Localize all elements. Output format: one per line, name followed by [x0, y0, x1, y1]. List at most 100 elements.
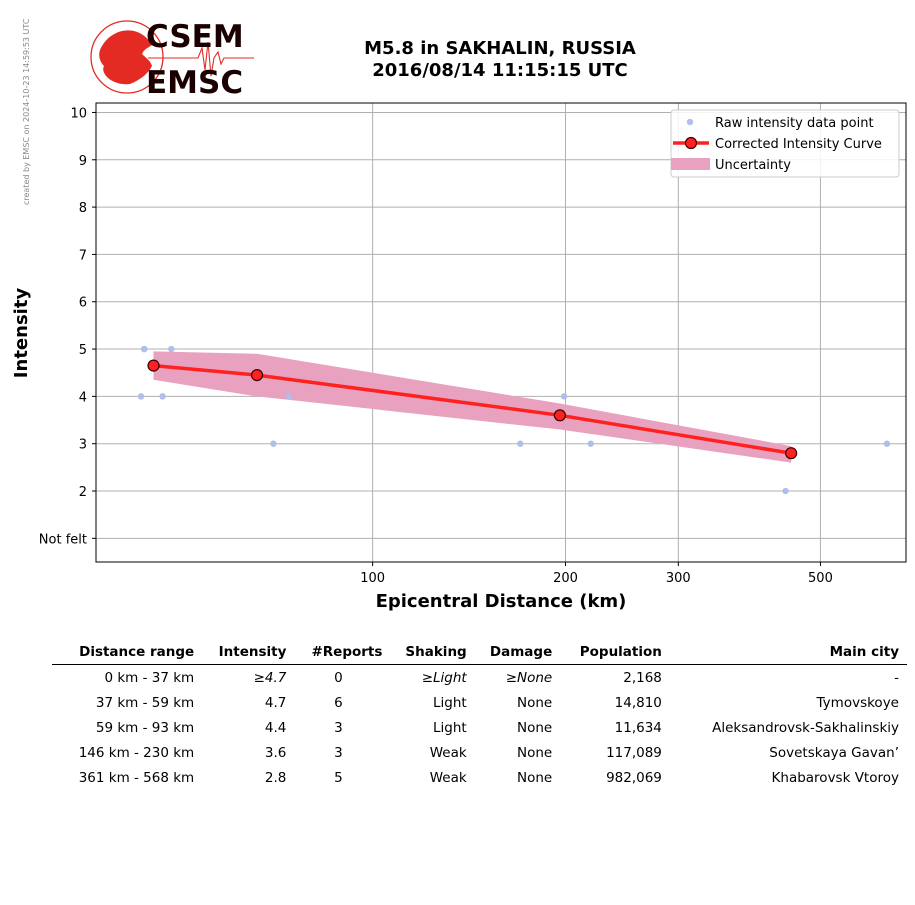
logo-text-csem: CSEM [146, 19, 244, 55]
cell-shaking: Weak [429, 744, 467, 761]
y-tick-label: 2 [79, 485, 87, 500]
cell-shaking: Weak [429, 769, 467, 786]
y-tick-label: 7 [79, 248, 87, 263]
cell-population: 14,810 [614, 694, 662, 711]
cell-main-city: Sovetskaya Gavan’ [769, 744, 899, 761]
raw-data-point [285, 393, 293, 400]
cell-main-city: Khabarovsk Vtoroy [771, 769, 899, 786]
legend: Raw intensity data point Corrected Inten… [670, 109, 900, 178]
plot-frame [95, 102, 907, 563]
title-line-date: 2016/08/14 11:15:15 UTC [372, 60, 628, 81]
cell-distance-range: 146 km - 230 km [78, 744, 195, 761]
y-tick-label: Not felt [39, 532, 87, 547]
raw-data-point [782, 487, 789, 495]
x-tick-label: 100 [360, 571, 385, 586]
title-line-event: M5.8 in SAKHALIN, RUSSIA [364, 38, 636, 59]
cell-population: 117,089 [606, 744, 662, 761]
y-tick-label: 9 [79, 154, 87, 169]
y-tick-label: 6 [79, 296, 87, 311]
table-row: 361 km - 568 km 2.8 5 Weak None 982,069 Khabar… [52, 765, 907, 790]
cell-shaking: Light [433, 694, 467, 711]
cell-reports: 6 [334, 694, 343, 711]
raw-points-layer [137, 345, 891, 495]
logo-text-emsc: EMSC [146, 65, 243, 98]
cell-intensity: 2.8 [264, 769, 287, 786]
cell-damage: ≥None [505, 669, 553, 686]
corrected-intensity-point [147, 359, 160, 372]
corrected-intensity-point [785, 447, 798, 460]
grid-lines [96, 103, 906, 562]
header-shaking: Shaking [390, 640, 475, 665]
cell-intensity: 3.6 [264, 744, 287, 761]
raw-data-point [159, 393, 166, 400]
y-axis-label: Intensity [11, 288, 32, 379]
legend-raw-marker [686, 118, 694, 126]
cell-shaking: Light [433, 719, 467, 736]
logo-globe-land [99, 30, 152, 85]
cell-damage: None [517, 694, 553, 711]
chart-title: M5.8 in SAKHALIN, RUSSIA 2016/08/14 11:1… [250, 38, 750, 82]
cell-intensity: 4.7 [264, 694, 287, 711]
cell-reports: 3 [334, 719, 343, 736]
legend-raw-label: Raw intensity data point [715, 116, 874, 131]
table-row: 37 km - 59 km 4.7 6 Light None 14,810 Tymovsko… [52, 690, 907, 715]
uncertainty-band [153, 351, 792, 463]
raw-data-point [168, 345, 175, 353]
cell-distance-range: 37 km - 59 km [95, 694, 195, 711]
raw-data-point [270, 440, 277, 447]
corrected-intensity-line [153, 363, 792, 455]
cell-reports: 0 [334, 669, 343, 686]
table-header-row: Distance range Intensity #Reports Shaking Da… [52, 640, 907, 665]
cell-reports: 3 [334, 744, 343, 761]
table-row: 59 km - 93 km 4.4 3 Light None 11,634 Aleksand… [52, 715, 907, 740]
table-row: 146 km - 230 km 3.6 3 Weak None 117,089 Sovets… [52, 740, 907, 765]
cell-distance-range: 59 km - 93 km [95, 719, 195, 736]
raw-data-point [560, 393, 568, 400]
header-main-city: Main city [669, 640, 907, 665]
y-tick-label: 5 [79, 343, 87, 358]
header-population: Population [560, 640, 670, 665]
cell-reports: 5 [334, 769, 343, 786]
uncertainty-band-layer [153, 351, 792, 463]
raw-data-point [137, 393, 145, 400]
legend-band-label: Uncertainty [715, 158, 791, 173]
cell-main-city: - [894, 669, 899, 686]
cell-population: 2,168 [623, 669, 662, 686]
cell-shaking: ≥Light [421, 669, 467, 686]
cell-damage: None [517, 719, 553, 736]
y-tick-label: 4 [79, 390, 87, 405]
cell-population: 982,069 [606, 769, 662, 786]
cell-intensity: 4.4 [264, 719, 287, 736]
y-tick-label: 10 [70, 106, 87, 121]
y-tick-label: 3 [79, 438, 87, 453]
header-distance-range: Distance range [52, 640, 203, 665]
cell-distance-range: 361 km - 568 km [78, 769, 195, 786]
cell-damage: None [517, 744, 553, 761]
x-tick-label: 200 [553, 571, 578, 586]
cell-damage: None [517, 769, 553, 786]
table-row: 0 km - 37 km ≥4.7 0 ≥Light ≥None 2,168 - [52, 665, 907, 691]
cell-population: 11,634 [614, 719, 662, 736]
intensity-summary-table: Distance range Intensity #Reports Shaking Da… [52, 640, 907, 790]
corrected-intensity-point [553, 409, 566, 422]
x-axis-label: Epicentral Distance (km) [376, 591, 627, 612]
logo-globe-ring [90, 20, 164, 94]
header-reports: #Reports [294, 640, 391, 665]
header-damage: Damage [474, 640, 561, 665]
intensity-chart: Not felt 2 3 4 5 6 7 8 9 10 100 200 300 500 Epicentra… [11, 102, 907, 612]
header-intensity: Intensity [202, 640, 295, 665]
legend-box [670, 109, 900, 178]
cell-main-city: Aleksandrovsk-Sakhalinskiy [712, 719, 899, 736]
cell-main-city: Tymovskoye [816, 694, 899, 711]
y-tick-label: 8 [79, 201, 87, 216]
raw-data-point [883, 440, 891, 447]
legend-curve-marker [684, 136, 698, 150]
emsc-logo: CSEM EMSC [90, 19, 254, 98]
corrected-intensity-point [250, 368, 264, 382]
tick-labels: Not felt 2 3 4 5 6 7 8 9 10 100 200 300 500 [39, 106, 833, 586]
x-tick-label: 300 [666, 571, 691, 586]
x-tick-label: 500 [808, 571, 833, 586]
raw-data-point [517, 440, 524, 447]
cell-distance-range: 0 km - 37 km [104, 669, 195, 686]
cell-intensity: ≥4.7 [253, 669, 287, 686]
